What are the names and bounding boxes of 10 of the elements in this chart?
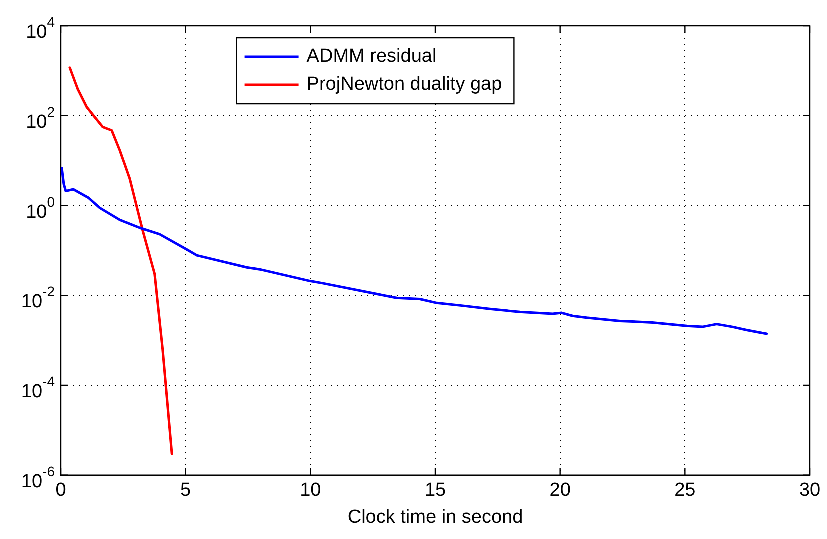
x-tick-label: 30 [799,480,821,502]
x-tick-label: 20 [550,480,571,502]
legend-label: ADMM residual [306,46,437,68]
legend-label: ProjNewton duality gap [306,74,502,96]
x-tick-label: 0 [56,480,66,502]
x-tick-label: 10 [300,480,322,502]
x-tick-label: 15 [424,480,446,502]
x-tick-label: 25 [674,480,696,502]
x-tick-label: 5 [180,480,192,502]
x-axis-title: Clock time in second [348,506,524,528]
